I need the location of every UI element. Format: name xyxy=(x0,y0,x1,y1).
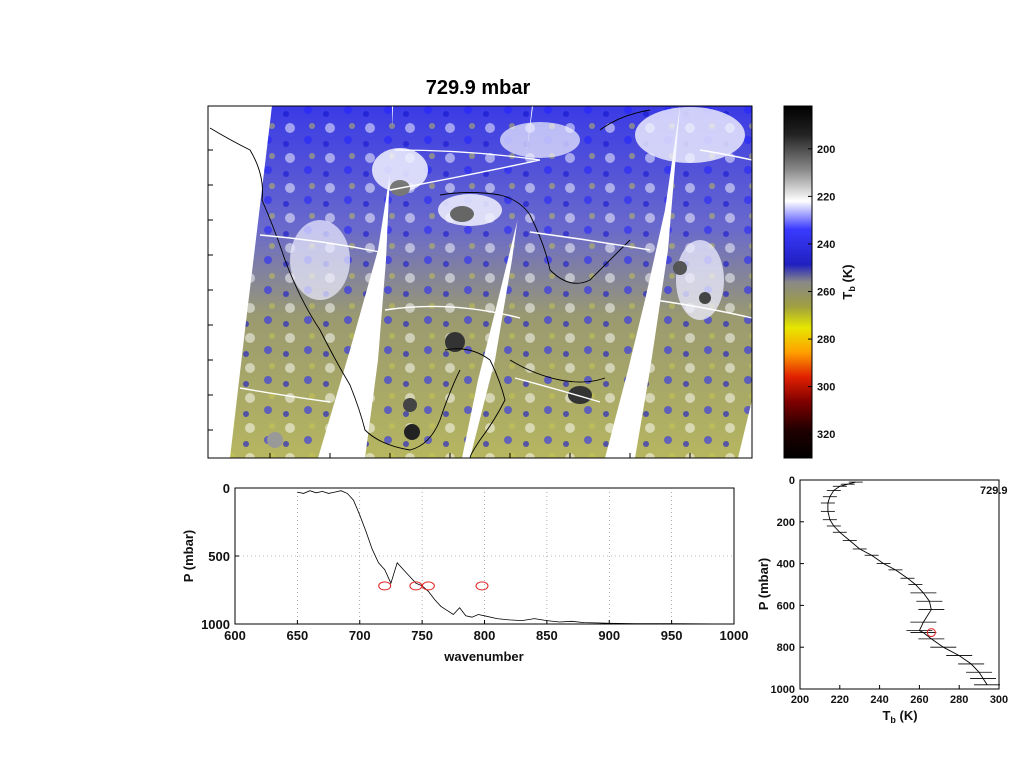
profile-x-tick-label: 240 xyxy=(870,694,888,706)
spectrum-x-tick-label: 1000 xyxy=(720,628,749,643)
spectrum-y-tick-label: 500 xyxy=(208,549,230,564)
coastline-path xyxy=(209,127,461,451)
colorbar-tick-label: 200 xyxy=(817,144,835,156)
profile-x-tick-label: 200 xyxy=(791,694,809,706)
spectrum-x-tick-label: 750 xyxy=(411,628,433,643)
profile-x-tick-label: 300 xyxy=(990,694,1008,706)
profile-frame xyxy=(799,479,1000,690)
spectrum-xlabel: wavenumber xyxy=(443,649,523,664)
spectrum-x-tick-label: 700 xyxy=(349,628,371,643)
profile-panel: 200 220 240 260 280 300 0 200 400 600 800 1000 729… xyxy=(756,475,1008,725)
map-ticks xyxy=(208,149,691,458)
spectrum-highlight-marker xyxy=(421,581,435,591)
profile-y-tick-label: 600 xyxy=(777,600,795,612)
colorbar-tick-label: 280 xyxy=(817,334,835,346)
profile-annotation: 729.9 xyxy=(980,485,1008,497)
profile-x-tick-label: 220 xyxy=(831,694,849,706)
profile-y-tick-label: 200 xyxy=(777,517,795,529)
colorbar-tick-label: 240 xyxy=(817,239,835,251)
spectrum-panel: 600 650 700 750 800 850 900 950 1000 0 500 1000 wa… xyxy=(181,481,748,664)
spectrum-x-tick-label: 900 xyxy=(598,628,620,643)
colorbar-tick-label: 220 xyxy=(817,191,835,203)
profile-x-tick-label: 280 xyxy=(950,694,968,706)
profile-highlight-marker xyxy=(926,628,936,638)
spectrum-series-line xyxy=(297,490,735,625)
profile-xlabel: Tb (K) xyxy=(882,708,917,725)
colorbar-tick-label: 300 xyxy=(817,382,835,394)
map-title: 729.9 mbar xyxy=(426,77,531,99)
spectrum-y-tick-label: 0 xyxy=(223,481,230,496)
spectrum-y-tick-label: 1000 xyxy=(201,617,230,632)
colorbar: 200 220 240 260 280 300 320 Tb (K) xyxy=(783,105,857,459)
colorbar-label: Tb (K) xyxy=(840,264,857,299)
map-frame xyxy=(207,105,753,459)
spectrum-x-tick-label: 850 xyxy=(536,628,558,643)
profile-x-tick-label: 260 xyxy=(910,694,928,706)
profile-y-tick-label: 800 xyxy=(777,642,795,654)
spectrum-highlight-marker xyxy=(378,581,392,591)
profile-y-tick-label: 400 xyxy=(777,559,795,571)
colorbar-tick-label: 260 xyxy=(817,287,835,299)
spectrum-x-tick-label: 600 xyxy=(224,628,246,643)
spectrum-x-tick-label: 800 xyxy=(474,628,496,643)
spectrum-x-tick-label: 650 xyxy=(287,628,309,643)
spectrum-ylabel: P (mbar) xyxy=(181,530,196,583)
spectrum-x-tick-label: 950 xyxy=(661,628,683,643)
profile-y-tick-label: 1000 xyxy=(771,684,795,696)
satellite-map xyxy=(208,106,752,458)
profile-series-line xyxy=(827,481,988,686)
profile-ylabel: P (mbar) xyxy=(756,558,771,611)
colorbar-gradient xyxy=(783,105,813,459)
profile-y-tick-label: 0 xyxy=(789,475,795,487)
colorbar-tick-label: 320 xyxy=(817,429,835,441)
spectrum-highlight-marker xyxy=(475,581,489,591)
